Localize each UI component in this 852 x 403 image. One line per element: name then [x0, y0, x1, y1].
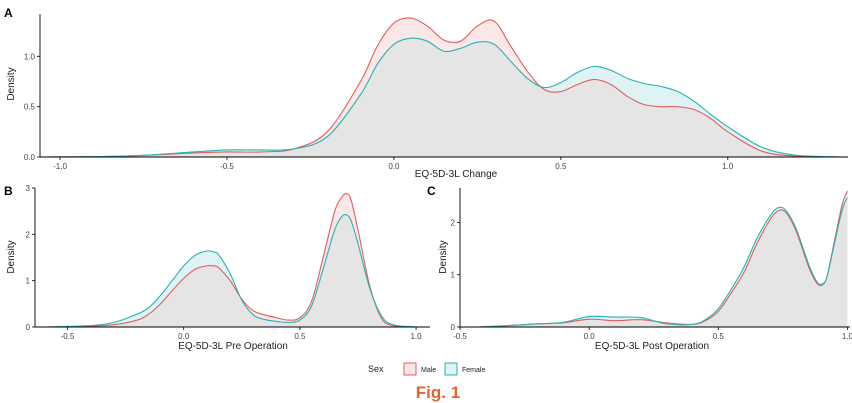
legend-swatch-male	[403, 362, 417, 376]
panel-b-y-tick-label: 2	[26, 230, 31, 239]
panel-a-x-tick-label: 0.5	[555, 162, 567, 171]
panel-c-y-tick-label: 1	[451, 271, 456, 280]
panel-a-y-tick-label: 0.5	[24, 103, 36, 112]
panel-b-x-tick-label: 1.0	[410, 332, 422, 341]
panel-b-tag: B	[4, 184, 13, 198]
panel-a-density-plot: A -1.0 -0.5 0.0 0.5 1.0 0.0 0.5 1.0 EQ-5D-3L Ch…	[4, 6, 848, 180]
panel-b-density-plot: B -0.5 0.0 0.5 1.0 0 1 2 3 EQ-5D-3L Pre Operati…	[4, 184, 430, 352]
panel-a-y-tick-label: 1.0	[24, 52, 36, 61]
panel-c-x-tick-label: -0.5	[453, 332, 467, 341]
legend-title: Sex	[368, 364, 384, 374]
panel-b-y-tick-label: 1	[26, 277, 31, 286]
panel-a-x-tick-label: 1.0	[722, 162, 734, 171]
panel-c-y-axis-label: Density	[438, 240, 449, 273]
panel-a-x-axis-label: EQ-5D-3L Change	[415, 169, 498, 180]
panel-b-y-tick-label: 3	[26, 184, 31, 193]
panel-a-y-tick-label: 0.0	[24, 153, 36, 162]
panel-a-overlap-area	[43, 38, 845, 157]
panel-b-female-density-line	[46, 213, 417, 328]
panel-b-y-tick-label: 0	[26, 323, 31, 332]
panel-a-female-density-line	[43, 37, 845, 158]
panel-c-female-density-line	[478, 197, 848, 328]
panel-c-density-plot: C -0.5 0.0 0.5 1.0 0 1 2 EQ-5D-3L Post Operati…	[427, 184, 852, 352]
panel-c-x-tick-label: 1.0	[842, 332, 852, 341]
figure-caption: Fig. 1	[416, 383, 460, 402]
panel-a-tag: A	[4, 6, 13, 20]
panel-a-x-tick-label: -1.0	[53, 162, 67, 171]
panel-b-x-tick-label: 0.5	[294, 332, 306, 341]
legend: Sex Male Female	[368, 362, 485, 376]
legend-swatch-female	[444, 362, 458, 376]
panel-c-y-tick-label: 0	[451, 323, 456, 332]
panel-b-overlap-area	[46, 214, 417, 327]
panel-a-y-axis-label: Density	[6, 67, 17, 100]
legend-label-female: Female	[462, 367, 485, 374]
panel-b-y-axis-label: Density	[6, 240, 17, 273]
panel-c-x-tick-label: 0.5	[713, 332, 725, 341]
panel-c-x-tick-label: 0.0	[584, 332, 596, 341]
panel-c-x-axis-label: EQ-5D-3L Post Operation	[595, 341, 709, 352]
panel-a-x-tick-label: -0.5	[220, 162, 234, 171]
panel-c-tag: C	[427, 184, 436, 198]
panel-c-male-density-line	[478, 190, 848, 328]
legend-label-male: Male	[421, 367, 436, 374]
panel-b-x-tick-label: -0.5	[61, 332, 75, 341]
panel-b-x-tick-label: 0.0	[178, 332, 190, 341]
panel-c-overlap-area	[478, 197, 848, 327]
panel-a-x-tick-label: 0.0	[388, 162, 400, 171]
panel-b-x-axis-label: EQ-5D-3L Pre Operation	[178, 341, 288, 352]
panel-c-y-tick-label: 2	[451, 218, 456, 227]
panel-b-male-density-line	[46, 192, 417, 328]
